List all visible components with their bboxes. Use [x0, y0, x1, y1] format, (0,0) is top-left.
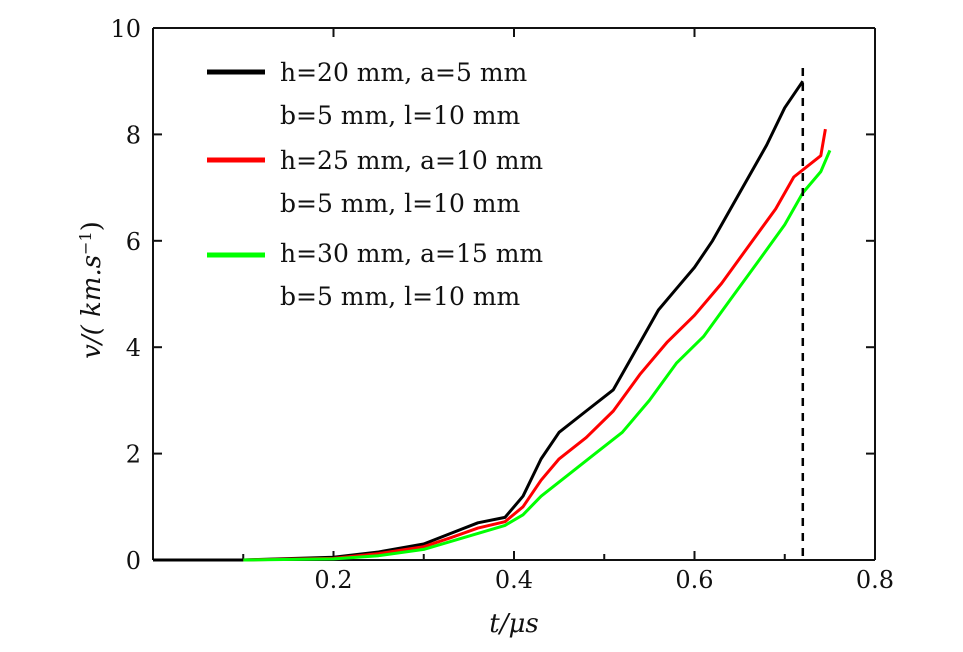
- y-tick-label-1: 2: [126, 441, 141, 469]
- legend: h=20 mm, a=5 mm b=5 mm, l=10 mm h=25 mm,…: [207, 58, 543, 311]
- legend-label-1-line1: h=20 mm, a=5 mm: [280, 58, 528, 87]
- legend-label-2-line2: b=5 mm, l=10 mm: [280, 189, 521, 218]
- legend-entry-3: h=30 mm, a=15 mm b=5 mm, l=10 mm: [207, 239, 543, 311]
- series-line-3: [243, 149, 832, 562]
- legend-label-2-line1: h=25 mm, a=10 mm: [280, 146, 543, 175]
- y-axis-label-close: ): [77, 221, 107, 231]
- legend-entry-1: h=20 mm, a=5 mm b=5 mm, l=10 mm: [207, 58, 528, 130]
- y-axis-label-main: v/( km.s: [77, 255, 107, 359]
- ticks-group: 0.2 0.4 0.6 0.8 0 2 4 6 8 10: [110, 15, 894, 594]
- x-axis-label: t/μs: [489, 609, 538, 639]
- x-tick-label-0: 0.2: [314, 566, 352, 594]
- series-line-2: [243, 128, 827, 562]
- series-line-1: [153, 80, 805, 562]
- y-tick-label-3: 6: [126, 228, 141, 256]
- y-axis-label-exponent: −1: [76, 231, 95, 255]
- y-tick-label-4: 8: [126, 121, 141, 149]
- x-tick-label-1: 0.4: [495, 566, 533, 594]
- y-tick-label-5: 10: [110, 15, 141, 43]
- x-tick-label-3: 0.8: [856, 566, 894, 594]
- y-axis-label: v/( km.s−1): [76, 221, 108, 359]
- y-tick-label-0: 0: [126, 547, 141, 575]
- legend-label-3-line1: h=30 mm, a=15 mm: [280, 239, 543, 268]
- legend-label-3-line2: b=5 mm, l=10 mm: [280, 282, 521, 311]
- legend-label-1-line2: b=5 mm, l=10 mm: [280, 101, 521, 130]
- legend-entry-2: h=25 mm, a=10 mm b=5 mm, l=10 mm: [207, 146, 543, 218]
- y-tick-label-2: 4: [126, 334, 141, 362]
- x-tick-label-2: 0.6: [675, 566, 713, 594]
- series-group: [153, 80, 832, 562]
